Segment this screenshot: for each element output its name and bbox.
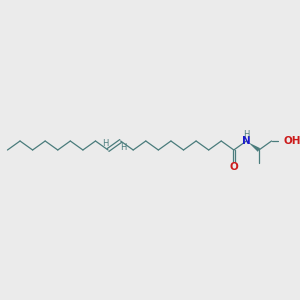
Text: H: H — [102, 139, 109, 148]
Text: N: N — [242, 136, 251, 146]
Text: O: O — [230, 161, 238, 172]
Text: OH: OH — [283, 136, 300, 146]
Polygon shape — [248, 142, 260, 152]
Text: H: H — [243, 130, 250, 139]
Text: H: H — [120, 143, 126, 152]
